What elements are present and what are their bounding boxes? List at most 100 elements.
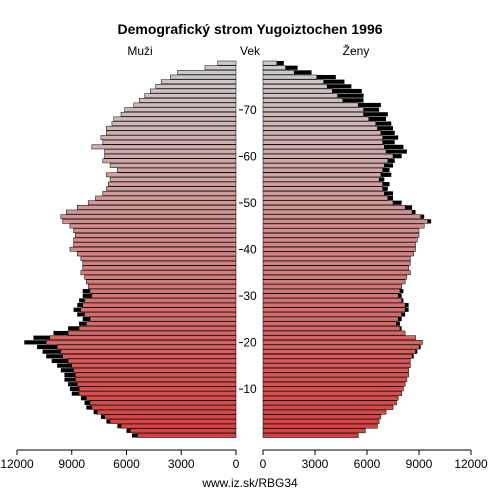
female-bar-age-27	[262, 307, 406, 313]
male-bar-age-11	[76, 381, 237, 387]
male-bar-age-9	[78, 391, 237, 396]
male-bar-age-23	[78, 326, 237, 331]
male-bar-age-62	[91, 144, 237, 150]
female-bar-age-35	[262, 270, 411, 275]
male-excess-age-13	[64, 372, 76, 378]
female-excess-age-53	[382, 186, 388, 191]
male-bar-age-66	[106, 125, 237, 131]
footer-source: www.iz.sk/RBG34	[201, 476, 298, 490]
female-bar-age-45	[262, 223, 425, 229]
male-bar-age-78	[177, 70, 237, 75]
female-bar-age-69	[262, 111, 364, 117]
female-excess-age-57	[382, 168, 390, 173]
male-bar-age-29	[84, 298, 237, 303]
female-bar-age-71	[262, 102, 359, 108]
male-bar-age-54	[108, 181, 237, 187]
male-bar-age-49	[76, 205, 237, 210]
male-excess-age-4	[100, 414, 105, 419]
male-label: Muži	[127, 44, 152, 58]
female-excess-age-52	[384, 191, 393, 196]
female-excess-age-24	[396, 321, 400, 326]
female-bar-age-49	[262, 205, 406, 210]
male-bar-age-1	[129, 428, 237, 434]
male-bar-age-76	[160, 79, 237, 85]
female-bar-age-37	[262, 260, 411, 266]
female-bar-age-67	[262, 121, 376, 126]
male-bar-age-50	[87, 200, 237, 206]
female-bar-age-9	[262, 391, 402, 396]
female-excess-age-55	[379, 177, 385, 182]
female-bar-age-17	[262, 353, 413, 359]
female-bar-age-38	[262, 256, 411, 261]
male-bar-age-14	[73, 367, 237, 373]
age-tick-70: 70	[243, 103, 257, 117]
female-bar-age-14	[262, 367, 409, 373]
female-bar-age-59	[262, 158, 389, 164]
male-bar-age-5	[97, 409, 237, 415]
male-bar-age-31	[89, 288, 237, 294]
female-excess-age-30	[398, 293, 402, 298]
male-bar-age-68	[113, 116, 237, 122]
female-bar-age-64	[262, 135, 383, 140]
female-bar-age-4	[262, 414, 382, 420]
male-bars	[24, 60, 237, 438]
female-bar-age-55	[262, 177, 380, 182]
male-bar-age-38	[80, 256, 237, 261]
female-bar-age-68	[262, 116, 369, 122]
male-excess-age-27	[73, 307, 81, 312]
male-bar-age-48	[66, 209, 237, 215]
female-excess-age-29	[401, 298, 404, 303]
female-excess-age-66	[377, 126, 393, 131]
male-bar-age-19	[56, 344, 237, 350]
female-excess-age-72	[342, 98, 364, 103]
male-excess-age-19	[37, 344, 58, 350]
female-excess-age-70	[363, 107, 380, 112]
male-excess-age-16	[51, 358, 69, 364]
female-bar-age-72	[262, 97, 343, 103]
male-bar-age-22	[67, 330, 237, 336]
female-excess-age-18	[415, 349, 418, 354]
male-bar-age-45	[69, 223, 237, 229]
female-bar-age-65	[262, 130, 382, 136]
male-excess-age-10	[69, 386, 80, 391]
female-excess-age-28	[405, 303, 409, 308]
female-bar-age-56	[262, 172, 382, 178]
female-excess-age-75	[327, 84, 352, 89]
female-bar-age-60	[262, 153, 394, 159]
male-excess-age-20	[24, 340, 47, 345]
female-bar-age-21	[262, 335, 416, 341]
male-excess-age-21	[33, 335, 50, 340]
male-excess-age-18	[42, 349, 61, 354]
male-excess-age-25	[82, 316, 90, 322]
female-bar-age-70	[262, 107, 364, 112]
female-bars	[262, 60, 432, 438]
female-bar-age-66	[262, 125, 378, 131]
male-excess-age-23	[68, 326, 80, 331]
male-bar-age-69	[120, 111, 237, 117]
female-bar-age-18	[262, 349, 416, 355]
female-bar-age-12	[262, 377, 408, 382]
female-bar-age-15	[262, 363, 411, 368]
male-bar-age-0	[137, 433, 237, 438]
female-excess-age-19	[419, 344, 421, 350]
female-excess-age-61	[386, 149, 407, 154]
male-excess-age-31	[82, 289, 90, 294]
male-excess-age-1	[126, 428, 131, 433]
female-bar-age-52	[262, 191, 385, 196]
x-tick-label-7: 6000	[354, 457, 381, 471]
male-bar-age-3	[109, 419, 237, 424]
male-bar-age-39	[76, 251, 237, 257]
x-axis: 12000 9000 6000 3000 0 0 3000 6000 9000 12000	[0, 449, 488, 471]
female-bar-age-73	[262, 93, 338, 99]
female-bar-age-42	[262, 237, 418, 243]
male-bar-age-27	[80, 307, 237, 313]
male-bar-age-40	[69, 246, 237, 252]
male-bar-age-13	[75, 372, 237, 378]
female-bar-age-47	[262, 214, 421, 220]
female-bar-age-10	[262, 386, 404, 392]
female-label: Ženy	[343, 43, 370, 58]
female-bar-age-80	[262, 60, 278, 66]
female-excess-age-71	[358, 102, 381, 108]
male-bar-age-15	[71, 363, 237, 368]
